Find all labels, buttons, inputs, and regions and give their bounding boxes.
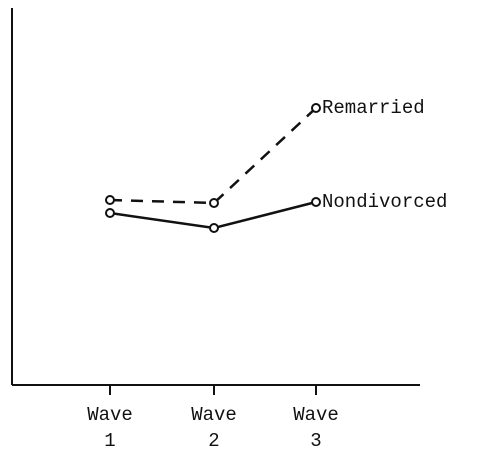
- marker: [209, 198, 219, 208]
- x-tick-label: Wave 2: [191, 404, 237, 452]
- marker: [311, 103, 321, 113]
- series-label: Remarried: [322, 97, 425, 119]
- x-tick-label: Wave 3: [293, 404, 339, 452]
- marker: [209, 223, 219, 233]
- series-label: Nondivorced: [322, 191, 447, 213]
- x-tick-label: Wave 1: [87, 404, 133, 452]
- marker: [105, 195, 115, 205]
- marker: [311, 197, 321, 207]
- marker: [105, 208, 115, 218]
- series-line: [109, 107, 317, 205]
